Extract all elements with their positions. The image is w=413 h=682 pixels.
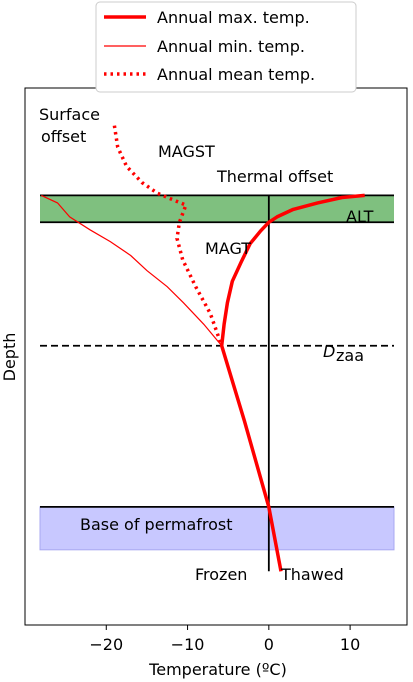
- annotation-offset: offset: [41, 127, 86, 146]
- annotation-frozen: Frozen: [195, 565, 247, 584]
- series-annual-max: [219, 193, 365, 572]
- series-annual-min: [41, 194, 223, 347]
- annotation-base-of-permafrost: Base of permafrost: [80, 515, 233, 534]
- x-tick-label: 10: [340, 635, 360, 654]
- annotation-thawed: Thawed: [280, 565, 344, 584]
- series-annual-mean: [112, 125, 224, 347]
- x-axis-label: Temperature (ºC): [148, 660, 287, 679]
- legend-box: [95, 1, 357, 93]
- annotation-magt: MAGT: [205, 239, 251, 258]
- annotation-magst: MAGST: [158, 142, 215, 161]
- x-axis: −20 −10 0 10: [89, 625, 360, 654]
- annotation-dzaa-subscript: zaa: [336, 346, 364, 365]
- legend-label-mean: Annual mean temp.: [157, 65, 315, 84]
- annotation-surface: Surface: [39, 105, 100, 124]
- annotation-alt: ALT: [346, 207, 374, 226]
- x-tick-label: −10: [171, 635, 205, 654]
- x-tick-label: −20: [89, 635, 123, 654]
- legend: Annual max. temp. Annual min. temp. Annu…: [95, 1, 357, 93]
- permafrost-base-band: [39, 506, 395, 551]
- y-axis-label: Depth: [0, 333, 19, 382]
- legend-label-max: Annual max. temp.: [157, 8, 310, 27]
- annotation-dzaa: D: [323, 342, 335, 361]
- x-tick-label: 0: [264, 635, 274, 654]
- annotation-thermal-offset: Thermal offset: [216, 167, 333, 186]
- legend-label-min: Annual min. temp.: [157, 37, 305, 56]
